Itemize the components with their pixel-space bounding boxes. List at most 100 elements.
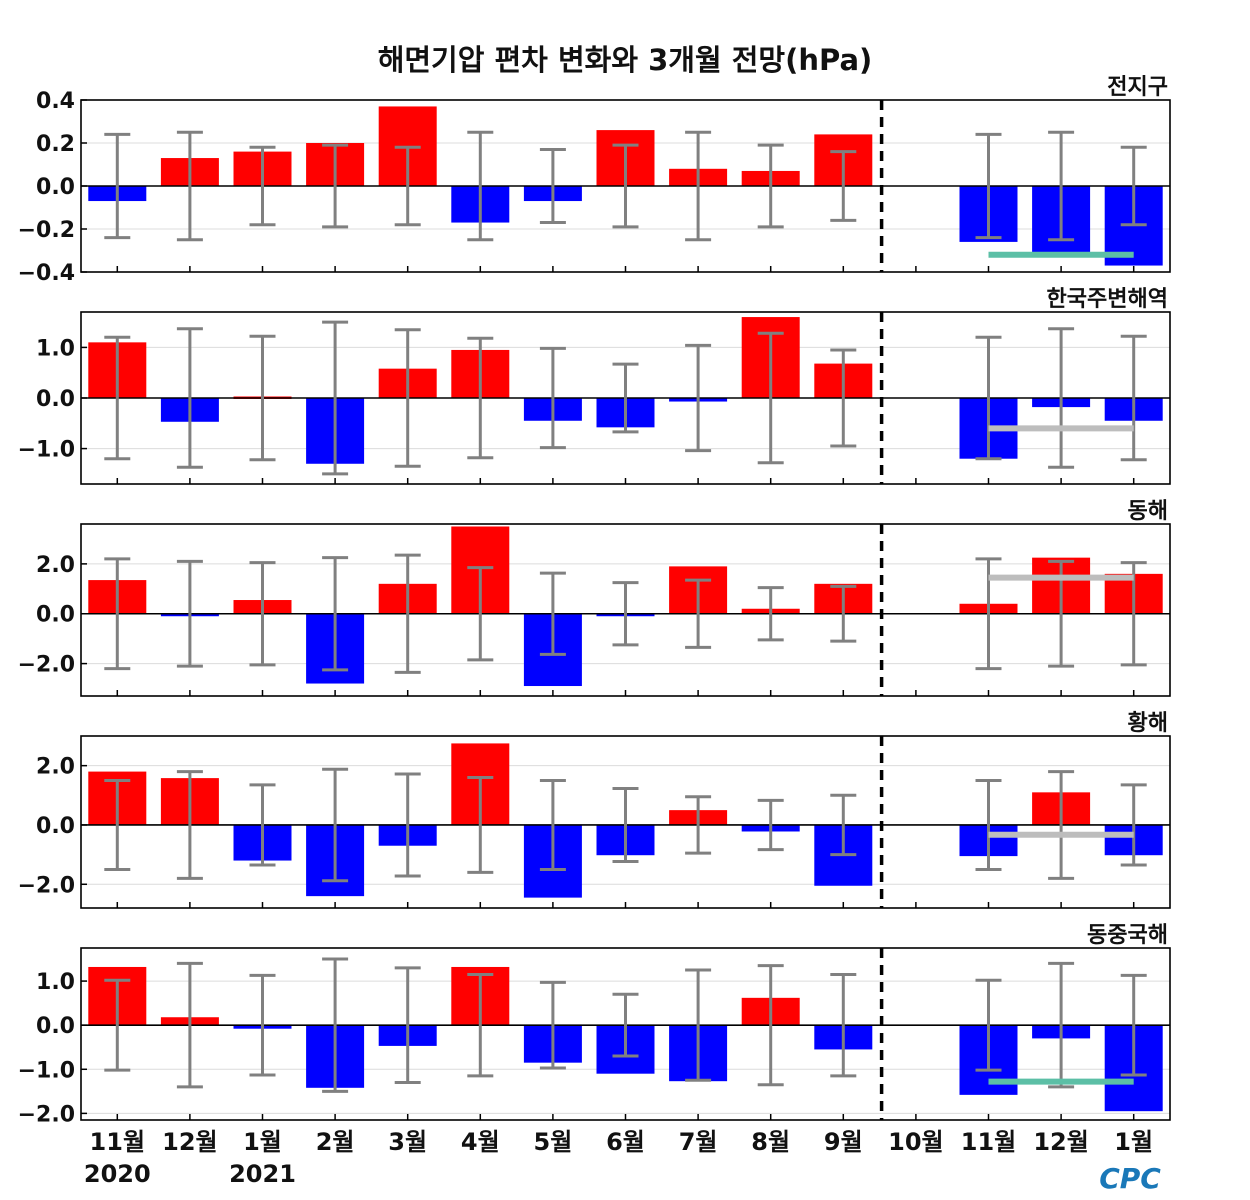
x-tick-label: 12월 (162, 1128, 217, 1156)
y-tick-label: −2.0 (18, 653, 75, 678)
chart-panel: −2.0 0.0 2.0 동해 (18, 499, 1171, 697)
error-bar (1120, 334, 1147, 462)
y-tick-label: −1.0 (18, 438, 75, 463)
x-tick-label: 1월 (1114, 1128, 1153, 1156)
error-bar (539, 346, 566, 450)
x-tick-label: 4월 (461, 1128, 500, 1156)
panel-title: 동중국해 (1087, 923, 1168, 948)
plot-frame (80, 735, 1171, 909)
error-bar (612, 992, 639, 1058)
error-bar (757, 964, 784, 1087)
panel-title: 한국주변해역 (1047, 287, 1168, 312)
error-bar (394, 553, 421, 674)
error-bar (104, 335, 131, 461)
error-bar (249, 145, 276, 227)
plot-frame (80, 523, 1171, 697)
error-bar (1048, 130, 1075, 242)
error-bar (612, 362, 639, 434)
error-bar (104, 557, 131, 671)
error-bar (757, 143, 784, 229)
error-bar (249, 334, 276, 462)
error-bar (249, 561, 276, 667)
x-tick-label: 12월 (1033, 1128, 1088, 1156)
error-bar (104, 132, 131, 240)
y-tick-label: 0.4 (36, 89, 75, 114)
x-tick-label: 9월 (824, 1128, 863, 1156)
error-bar (612, 786, 639, 863)
x-tick-label: 2월 (316, 1128, 355, 1156)
plot-frame (80, 947, 1171, 1121)
error-bar (685, 968, 712, 1082)
error-bar (757, 331, 784, 465)
error-bar (249, 973, 276, 1077)
error-bar (394, 772, 421, 878)
error-bar (830, 972, 857, 1078)
error-bar (757, 586, 784, 642)
y-tick-label: 0.2 (36, 132, 75, 157)
error-bar (830, 584, 857, 643)
error-bar (176, 559, 203, 668)
x-axis-labels: 11월 12월 1월 2월 3월 4월 5월 6월 7월 8월 9월 10월 11월 12월 1월 2020 2… (84, 1128, 1153, 1188)
chart-panel: −2.0 0.0 2.0 황해 (18, 711, 1171, 909)
chart-panel: −1.0 0.0 1.0 한국주변해역 (18, 287, 1171, 485)
error-bar (322, 957, 349, 1093)
error-bar (322, 143, 349, 229)
x-tick-label: 7월 (679, 1128, 718, 1156)
panel-title: 동해 (1128, 499, 1168, 524)
y-tick-label: 1.0 (36, 336, 75, 361)
y-tick-label: 0.0 (36, 814, 75, 839)
y-tick-label: 2.0 (36, 553, 75, 578)
panels: −0.4 −0.2 0.0 0.2 0.4 전지구 −1.0 0.0 1.0 한국주변해역 −2.0… (18, 75, 1171, 1127)
year-label: 2021 (229, 1160, 296, 1188)
chart-panel: −0.4 −0.2 0.0 0.2 0.4 전지구 (18, 75, 1171, 286)
x-tick-label: 11월 (90, 1128, 145, 1156)
y-tick-label: 0.0 (36, 1014, 75, 1039)
y-tick-label: 2.0 (36, 755, 75, 780)
error-bar (539, 571, 566, 656)
error-bar (539, 778, 566, 871)
error-bar (830, 348, 857, 448)
error-bar (685, 130, 712, 242)
error-bar (394, 145, 421, 227)
error-bar (975, 978, 1002, 1072)
error-bar (249, 783, 276, 867)
panel-title: 황해 (1128, 711, 1168, 736)
error-bar (539, 147, 566, 225)
error-bar (467, 776, 494, 874)
error-bar (322, 556, 349, 672)
error-bar (612, 143, 639, 229)
error-bar (685, 578, 712, 649)
error-bar (467, 972, 494, 1078)
x-tick-label: 1월 (243, 1128, 282, 1156)
error-bar (539, 980, 566, 1070)
error-bar (1048, 961, 1075, 1089)
y-tick-label: −1.0 (18, 1058, 75, 1083)
error-bar (322, 767, 349, 883)
error-bar (1120, 973, 1147, 1077)
x-tick-label: 5월 (534, 1128, 573, 1156)
y-tick-label: −2.0 (18, 1102, 75, 1127)
error-bar (322, 320, 349, 476)
error-bar (685, 795, 712, 855)
error-bar (467, 566, 494, 662)
error-bar (394, 966, 421, 1085)
panel-title: 전지구 (1107, 75, 1168, 100)
error-bar (757, 798, 784, 852)
error-bar (176, 327, 203, 469)
error-bar (467, 336, 494, 460)
y-tick-label: −0.4 (18, 261, 75, 286)
y-tick-label: 0.0 (36, 603, 75, 628)
y-tick-label: 0.0 (36, 387, 75, 412)
x-tick-label: 6월 (606, 1128, 645, 1156)
error-bar (1048, 770, 1075, 880)
x-tick-label: 3월 (388, 1128, 427, 1156)
x-tick-label: 11월 (961, 1128, 1016, 1156)
y-tick-label: 1.0 (36, 970, 75, 995)
x-tick-label: 8월 (751, 1128, 790, 1156)
error-bar (1048, 327, 1075, 469)
y-tick-label: 0.0 (36, 175, 75, 200)
error-bar (975, 778, 1002, 871)
error-bar (1120, 783, 1147, 867)
error-bar (467, 130, 494, 242)
